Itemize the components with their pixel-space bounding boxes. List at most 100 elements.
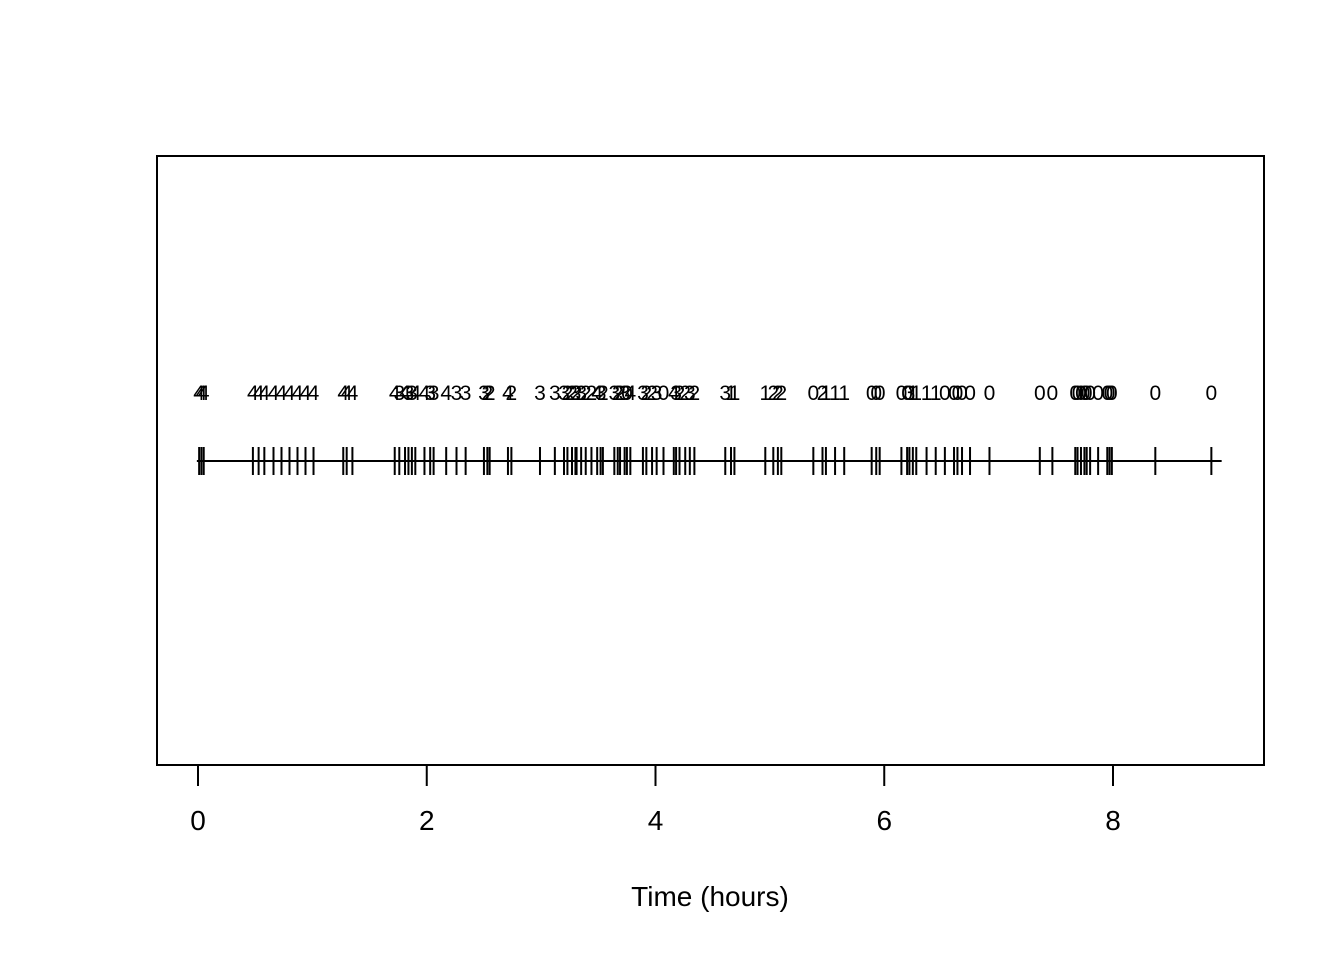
x-tick-label: 8 — [1105, 805, 1121, 836]
event-count-label: 0 — [870, 382, 882, 405]
event-count-label: 0 — [1075, 382, 1087, 405]
event-count-label: 3 — [619, 382, 631, 405]
event-count-label: 2 — [767, 382, 779, 405]
event-count-label: 2 — [817, 382, 829, 405]
event-count-label: 0 — [1047, 382, 1059, 405]
event-count-label: 4 — [196, 382, 208, 405]
event-count-label: 4 — [591, 382, 603, 405]
event-count-label: 4 — [502, 382, 514, 405]
event-count-label: 0 — [807, 382, 819, 405]
event-count-label: 2 — [612, 382, 624, 405]
event-count-label: 0 — [1106, 382, 1118, 405]
event-count-label: 0 — [1149, 382, 1161, 405]
event-count-label: 0 — [964, 382, 976, 405]
event-count-label: 1 — [759, 382, 771, 405]
event-count-label: 0 — [1081, 382, 1093, 405]
event-count-label: 0 — [984, 382, 996, 405]
event-count-label: 3 — [719, 382, 731, 405]
event-count-label: 4 — [253, 382, 265, 405]
event-count-label: 0 — [939, 382, 951, 405]
event-count-label: 2 — [482, 382, 494, 405]
event-count-label: 4 — [347, 382, 359, 405]
event-count-label: 1 — [725, 382, 737, 405]
event-count-label: 3 — [595, 382, 607, 405]
event-count-label: 3 — [558, 382, 570, 405]
event-count-label: 4 — [341, 382, 353, 405]
event-count-label: 4 — [409, 382, 421, 405]
event-count-label: 0 — [1104, 382, 1116, 405]
event-count-label: 3 — [637, 382, 649, 405]
event-count-label: 0 — [1072, 382, 1084, 405]
event-count-label: 3 — [406, 382, 418, 405]
event-count-label: 3 — [424, 382, 436, 405]
event-count-label: 4 — [258, 382, 270, 405]
event-count-label: 0 — [1092, 382, 1104, 405]
event-count-label: 2 — [597, 382, 609, 405]
event-count-label: 1 — [930, 382, 942, 405]
event-count-label: 3 — [549, 382, 561, 405]
event-count-label: 4 — [389, 382, 401, 405]
event-count-label: 1 — [921, 382, 933, 405]
event-count-label: 4 — [300, 382, 312, 405]
event-count-label: 4 — [268, 382, 280, 405]
event-count-label: 0 — [1084, 382, 1096, 405]
event-count-label: 2 — [580, 382, 592, 405]
event-count-label: 1 — [838, 382, 850, 405]
event-count-label: 4 — [399, 382, 411, 405]
x-axis-title: Time (hours) — [631, 881, 789, 912]
event-count-label: 2 — [506, 382, 518, 405]
event-count-label: 3 — [904, 382, 916, 405]
event-count-label: 2 — [772, 382, 784, 405]
event-count-label: 4 — [247, 382, 259, 405]
event-ticks-group — [198, 447, 1213, 475]
event-count-label: 0 — [1206, 382, 1218, 405]
event-count-label: 4 — [284, 382, 296, 405]
x-tick-label: 4 — [648, 805, 664, 836]
event-count-label: 3 — [575, 382, 587, 405]
x-axis-title-group: Time (hours) — [631, 881, 789, 912]
event-count-label: 0 — [866, 382, 878, 405]
event-count-label: 2 — [571, 382, 583, 405]
event-count-label: 2 — [679, 382, 691, 405]
event-count-label: 4 — [337, 382, 349, 405]
event-count-label: 0 — [901, 382, 913, 405]
plot-border — [156, 155, 1265, 766]
event-count-label: 3 — [460, 382, 472, 405]
event-count-label: 4 — [193, 382, 205, 405]
event-count-label: 0 — [952, 382, 964, 405]
x-tick-label: 6 — [876, 805, 892, 836]
x-tick-label: 0 — [190, 805, 206, 836]
event-count-label: 3 — [428, 382, 440, 405]
event-count-label: 3 — [451, 382, 463, 405]
event-count-label: 0 — [1079, 382, 1091, 405]
event-count-label: 4 — [198, 382, 210, 405]
event-count-label: 3 — [684, 382, 696, 405]
event-count-label: 1 — [729, 382, 741, 405]
event-count-label: 0 — [1101, 382, 1113, 405]
event-count-label: 2 — [646, 382, 658, 405]
x-axis-group: 0 2 4 6 8 — [190, 765, 1121, 836]
event-count-label: 2 — [641, 382, 653, 405]
event-count-label: 0 — [896, 382, 908, 405]
event-count-label: 0 — [874, 382, 886, 405]
event-count-label: 3 — [534, 382, 546, 405]
event-count-label: 4 — [440, 382, 452, 405]
event-count-label: 0 — [621, 382, 633, 405]
event-count-label: 1 — [910, 382, 922, 405]
event-count-label: 3 — [393, 382, 405, 405]
event-count-label: 4 — [419, 382, 431, 405]
event-count-label: 3 — [651, 382, 663, 405]
event-count-label: 4 — [668, 382, 680, 405]
event-count-label: 3 — [478, 382, 490, 405]
event-count-label: 4 — [276, 382, 288, 405]
event-count-label: 2 — [484, 382, 496, 405]
event-count-label: 2 — [775, 382, 787, 405]
x-tick-label: 2 — [419, 805, 435, 836]
event-count-label: 0 — [948, 382, 960, 405]
event-count-label: 0 — [1034, 382, 1046, 405]
event-count-label: 0 — [956, 382, 968, 405]
event-count-label: 3 — [403, 382, 415, 405]
event-count-label: 2 — [674, 382, 686, 405]
event-count-label: 1 — [829, 382, 841, 405]
